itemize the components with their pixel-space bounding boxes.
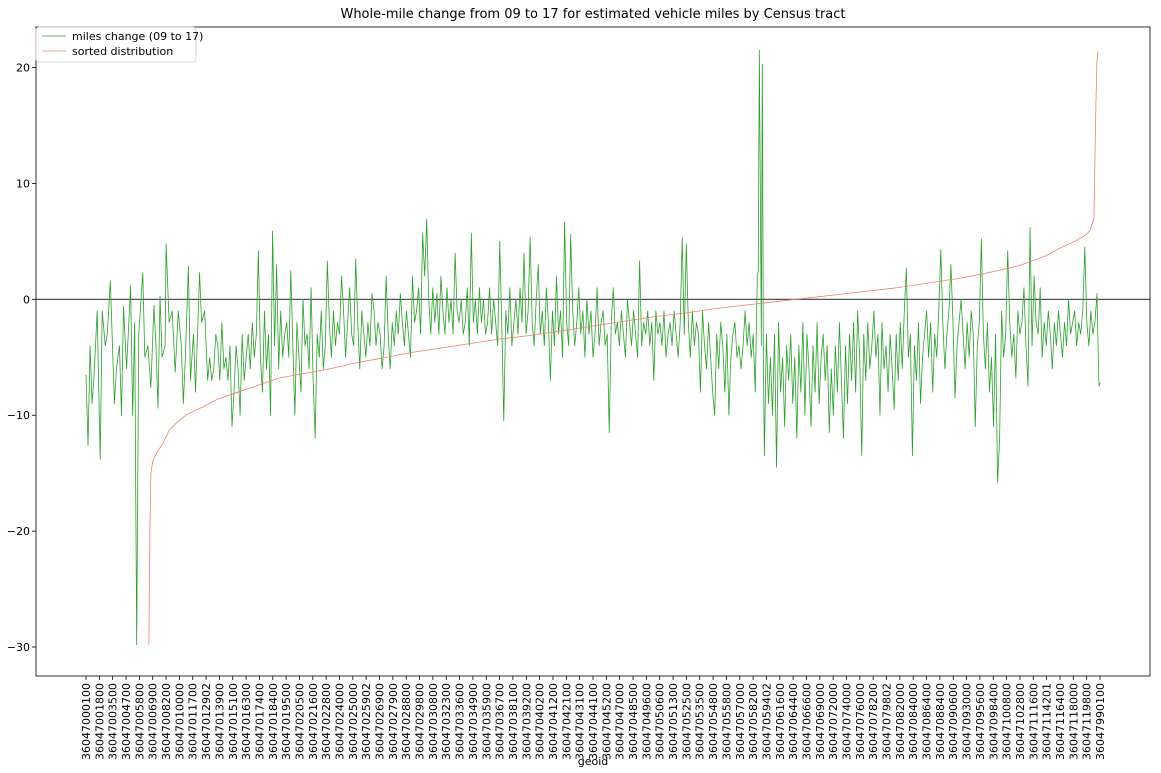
x-tick-label: 36047008200 [160, 683, 173, 760]
y-tick-label: −20 [7, 525, 30, 538]
x-tick-label: 36047036700 [494, 683, 507, 760]
x-tick-label: 36047044100 [587, 683, 600, 760]
x-tick-label: 36047076000 [854, 683, 867, 760]
x-tick-label: 36047051300 [667, 683, 680, 760]
x-tick-label: 36047025902 [360, 683, 373, 760]
x-tick-label: 36047003500 [107, 683, 120, 760]
x-tick-label: 36047100800 [1001, 683, 1014, 760]
x-tick-label: 36047001800 [93, 683, 106, 760]
x-tick-label: 36047045200 [600, 683, 613, 760]
legend: miles change (09 to 17) sorted distribut… [35, 26, 203, 63]
x-tick-label: 36047015100 [227, 683, 240, 760]
x-axis-label: geoid [578, 755, 609, 768]
x-tick-label: 36047034900 [467, 683, 480, 760]
x-tick-label: 36047033600 [454, 683, 467, 760]
series-line-sorted-distribution [148, 51, 1099, 645]
x-tick-label: 36047069000 [814, 683, 827, 760]
x-tick-label: 36047017400 [253, 683, 266, 760]
x-tick-label: 36047016300 [240, 683, 253, 760]
y-tick-label: 10 [16, 177, 30, 190]
x-tick-label: 36047058200 [747, 683, 760, 760]
x-tick-label: 36047111600 [1027, 683, 1040, 760]
x-tick-label: 36047006900 [147, 683, 160, 760]
x-tick-label: 36047011700 [187, 683, 200, 760]
x-tick-label: 36047022800 [320, 683, 333, 760]
x-tick-label: 36047079802 [881, 683, 894, 760]
x-tick-label: 36047005800 [133, 683, 146, 760]
legend-label-sorted-distribution: sorted distribution [72, 45, 173, 58]
chart-title: Whole-mile change from 09 to 17 for esti… [340, 7, 845, 22]
x-tick-label: 36047098400 [987, 683, 1000, 760]
x-tick-label: 36047032300 [440, 683, 453, 760]
x-tick-label: 36047030800 [427, 683, 440, 760]
x-tick-label: 36047119800 [1081, 683, 1094, 760]
x-tick-label: 36047039200 [520, 683, 533, 760]
x-tick-label: 36047078200 [867, 683, 880, 760]
x-tick-label: 36047042100 [560, 683, 573, 760]
y-tick-label: −10 [7, 409, 30, 422]
x-tick-label: 36047027900 [387, 683, 400, 760]
x-tick-label: 36047019500 [280, 683, 293, 760]
x-tick-label: 36047026900 [374, 683, 387, 760]
x-tick-label: 36047057000 [734, 683, 747, 760]
x-tick-label: 36047025000 [347, 683, 360, 760]
x-tick-label: 36047010000 [173, 683, 186, 760]
x-tick-label: 36047053500 [694, 683, 707, 760]
x-tick-label: 36047012902 [200, 683, 213, 760]
x-tick-label: 36047059402 [760, 683, 773, 760]
legend-box [35, 26, 197, 63]
x-axis: 36047000100 36047001800 36047003500 3604700… [80, 676, 1107, 760]
x-tick-label: 36047066600 [800, 683, 813, 760]
x-tick-label: 36047074000 [841, 683, 854, 760]
x-tick-label: 36047118000 [1067, 683, 1080, 760]
x-tick-label: 36047029800 [414, 683, 427, 760]
x-tick-label: 36047114201 [1041, 683, 1054, 760]
plot-area [35, 26, 1151, 677]
x-tick-label: 36047055800 [720, 683, 733, 760]
x-tick-label: 36047043100 [574, 683, 587, 760]
x-tick-label: 36047990100 [1094, 683, 1107, 760]
y-tick-label: 0 [23, 293, 30, 306]
y-axis: −30 −20 −10 0 10 20 [7, 62, 36, 654]
x-tick-label: 36047072000 [827, 683, 840, 760]
x-tick-label: 36047052500 [680, 683, 693, 760]
x-tick-label: 36047088400 [934, 683, 947, 760]
x-tick-label: 36047004700 [120, 683, 133, 760]
x-tick-label: 36047086400 [921, 683, 934, 760]
x-tick-label: 36047095600 [974, 683, 987, 760]
x-tick-label: 36047028800 [400, 683, 413, 760]
x-tick-label: 36047021600 [307, 683, 320, 760]
x-tick-label: 36047049600 [640, 683, 653, 760]
x-tick-label: 36047040200 [534, 683, 547, 760]
x-tick-label: 36047102800 [1014, 683, 1027, 760]
x-tick-label: 36047093000 [961, 683, 974, 760]
x-tick-label: 36047048500 [627, 683, 640, 760]
x-tick-label: 36047024000 [334, 683, 347, 760]
x-tick-label: 36047090600 [947, 683, 960, 760]
x-tick-label: 36047050600 [654, 683, 667, 760]
x-tick-label: 36047061600 [774, 683, 787, 760]
x-tick-label: 36047000100 [80, 683, 93, 760]
x-tick-label: 36047054800 [707, 683, 720, 760]
y-tick-label: −30 [7, 641, 30, 654]
x-tick-label: 36047041200 [547, 683, 560, 760]
x-tick-label: 36047038100 [507, 683, 520, 760]
legend-label-miles-change: miles change (09 to 17) [72, 30, 203, 43]
x-tick-label: 36047116400 [1054, 683, 1067, 760]
x-tick-label: 36047035900 [480, 683, 493, 760]
x-tick-label: 36047013900 [213, 683, 226, 760]
x-tick-label: 36047018400 [267, 683, 280, 760]
x-tick-label: 36047082000 [894, 683, 907, 760]
x-tick-label: 36047047000 [614, 683, 627, 760]
x-tick-label: 36047084000 [907, 683, 920, 760]
x-tick-label: 36047064400 [787, 683, 800, 760]
series-line-miles-change [85, 49, 1101, 646]
x-tick-label: 36047020500 [293, 683, 306, 760]
y-tick-label: 20 [16, 62, 30, 75]
